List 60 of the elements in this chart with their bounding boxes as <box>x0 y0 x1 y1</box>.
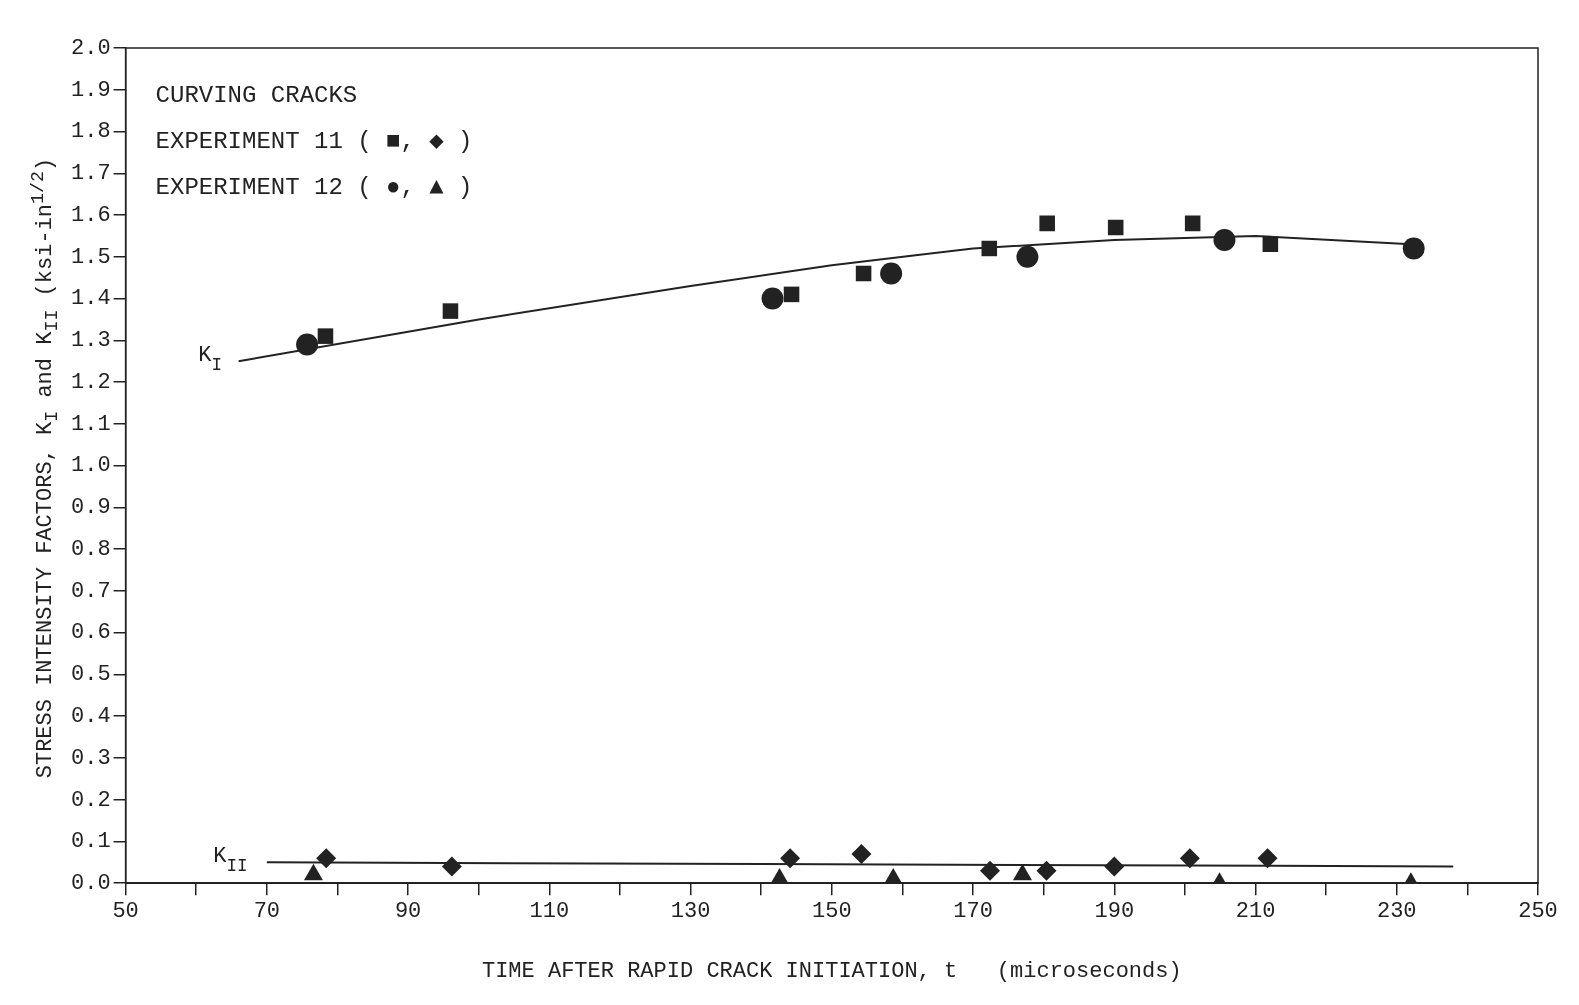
x-tick-label: 190 <box>1094 899 1135 925</box>
y-tick-label: 0.9 <box>71 495 111 521</box>
point <box>780 848 801 869</box>
y-tick-label: 1.7 <box>71 161 111 187</box>
point <box>1039 215 1055 232</box>
y-tick-label: 1.8 <box>71 119 111 145</box>
point <box>851 843 872 864</box>
point <box>1402 237 1425 260</box>
x-tick-label: 210 <box>1235 899 1276 925</box>
y-tick-label: 0.0 <box>71 871 111 897</box>
x-axis-title: TIME AFTER RAPID CRACK INITIATION, t (microseconds) <box>481 958 1182 984</box>
y-tick-label: 0.5 <box>71 662 111 688</box>
y-tick-label: 1.9 <box>71 77 111 103</box>
annotation: CURVING CRACKS <box>155 82 358 110</box>
point <box>317 328 334 344</box>
annotation: EXPERIMENT 12 ( ●, ▲ ) <box>155 174 473 202</box>
point <box>1179 848 1200 869</box>
x-tick-label: 70 <box>253 899 281 925</box>
y-tick-label: 0.7 <box>71 578 111 604</box>
x-tick-label: 170 <box>953 899 993 925</box>
y-tick-label: 1.0 <box>71 453 111 479</box>
point <box>1036 860 1057 881</box>
y-tick-label: 0.3 <box>71 745 111 771</box>
y-tick-label: 2.0 <box>71 35 111 61</box>
point <box>1104 856 1125 877</box>
point <box>1257 848 1278 869</box>
x-tick-label: 110 <box>529 899 570 925</box>
x-tick-label: 250 <box>1518 899 1558 925</box>
y-tick-label: 1.4 <box>71 286 111 312</box>
point <box>442 303 459 319</box>
point <box>761 287 784 310</box>
point <box>1016 245 1039 268</box>
point <box>981 240 998 257</box>
y-tick-label: 0.8 <box>71 536 111 562</box>
y-tick-label: 1.6 <box>71 202 111 228</box>
point <box>1184 215 1201 232</box>
y-tick-label: 1.2 <box>71 369 111 395</box>
x-tick-label: 130 <box>670 899 711 925</box>
y-tick-label: 1.5 <box>71 244 111 270</box>
point <box>783 286 800 303</box>
x-tick-label: 90 <box>394 899 422 925</box>
point <box>1107 219 1124 236</box>
y-tick-label: 0.2 <box>71 787 111 813</box>
y-tick-label: 0.6 <box>71 620 111 646</box>
point <box>1213 229 1236 252</box>
annotation: EXPERIMENT 11 ( ■, ◆ ) <box>155 128 473 156</box>
point <box>979 860 1000 881</box>
point <box>316 848 337 869</box>
y-tick-label: 0.4 <box>71 703 111 729</box>
y-tick-label: 1.3 <box>71 328 111 354</box>
y-tick-label: 0.1 <box>71 829 111 855</box>
point <box>1262 236 1279 253</box>
point <box>441 856 462 877</box>
x-tick-label: 50 <box>112 899 139 925</box>
x-tick-label: 150 <box>812 899 852 925</box>
point <box>880 262 903 285</box>
x-tick-label: 230 <box>1376 899 1417 925</box>
point <box>296 333 319 356</box>
point <box>855 265 872 282</box>
y-tick-label: 1.1 <box>71 411 111 437</box>
